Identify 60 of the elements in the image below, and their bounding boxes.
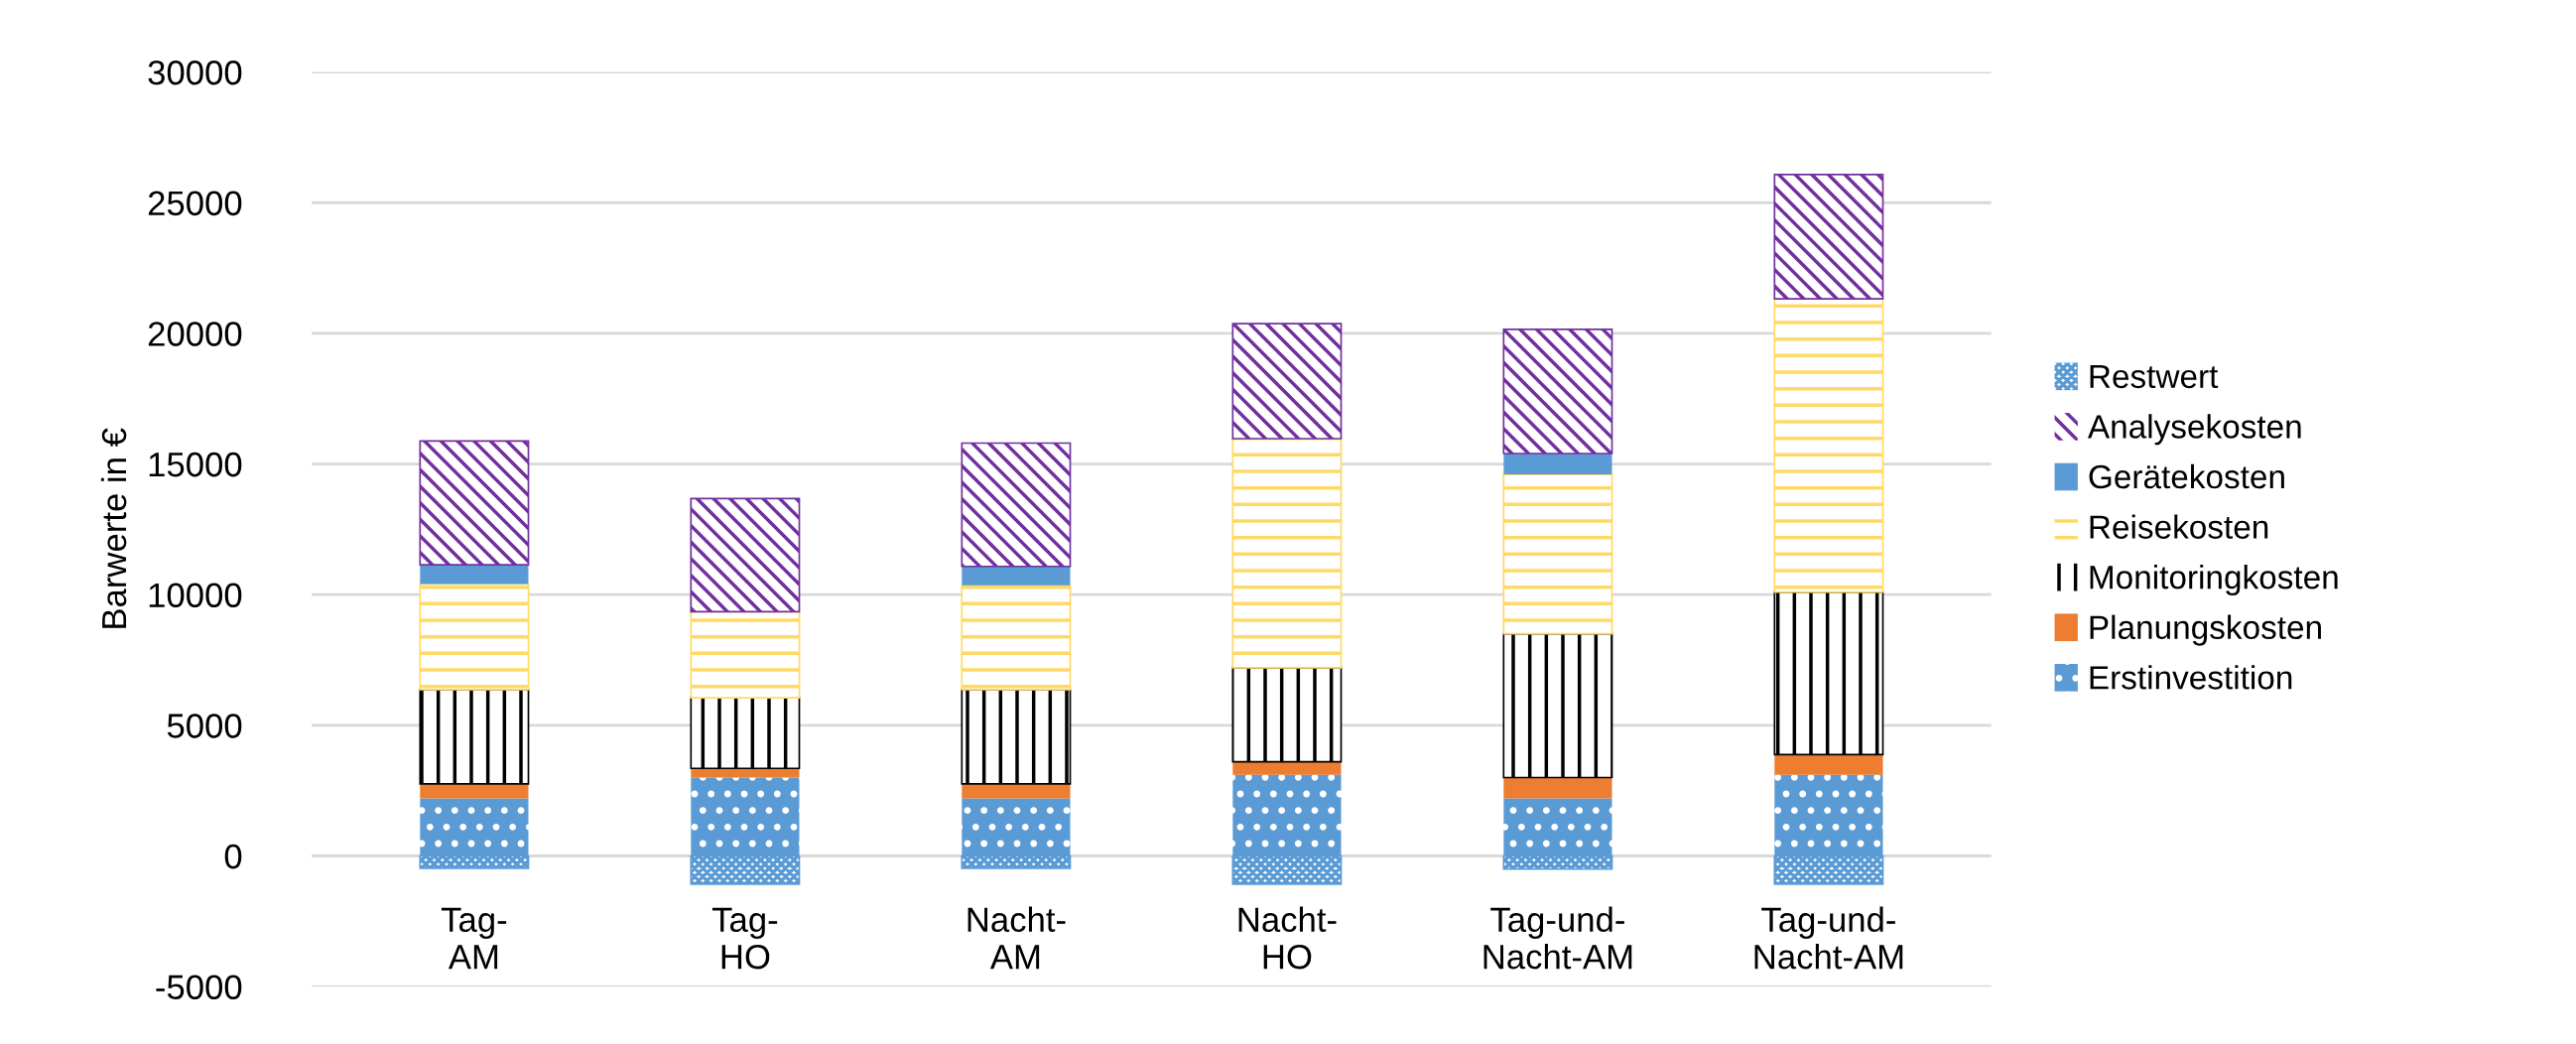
- bar: [1231, 323, 1343, 440]
- x-tick-label: Tag-und- Nacht-AM: [1754, 906, 1903, 970]
- y-tick-label: 25000: [148, 191, 242, 216]
- legend-label: Restwert: [2090, 364, 2219, 389]
- bar: [962, 566, 1071, 586]
- x-tick-label: Nacht- HO: [1238, 906, 1337, 970]
- bar: [1503, 798, 1612, 856]
- bar: [419, 854, 530, 869]
- x-tick-label: Tag-und- Nacht-AM: [1483, 906, 1632, 970]
- bar: [690, 610, 801, 700]
- bar: [690, 854, 801, 885]
- bar: [1231, 667, 1343, 763]
- y-tick-label: 0: [224, 844, 242, 869]
- legend-label: Gerätekosten: [2089, 463, 2284, 489]
- legend-label: Analysekosten: [2087, 414, 2301, 446]
- bar: [1231, 438, 1343, 669]
- y-axis-title: Barwerte in €: [100, 428, 127, 628]
- y-tick-label: 5000: [167, 714, 242, 738]
- bar: [1503, 777, 1612, 799]
- bar: [962, 783, 1071, 799]
- bar: [1232, 774, 1342, 856]
- legend-label: Monitoringkosten: [2090, 565, 2338, 596]
- legend-label: Planungskosten: [2090, 614, 2321, 646]
- bar: [961, 689, 1072, 785]
- bar: [691, 777, 800, 856]
- y-tick-label: 10000: [149, 583, 242, 608]
- bar: [419, 689, 530, 785]
- bar: [1503, 454, 1612, 475]
- bar: [420, 565, 529, 585]
- x-tick-label: Nacht- AM: [967, 906, 1066, 970]
- bar: [690, 697, 801, 770]
- x-tick-label: Tag- HO: [711, 907, 778, 970]
- bar: [1231, 854, 1343, 885]
- bar: [420, 783, 529, 799]
- y-tick-label: 30000: [148, 60, 242, 85]
- bar: [1774, 754, 1883, 775]
- bar: [1502, 328, 1613, 455]
- bar: [1774, 774, 1883, 856]
- bar: [1773, 854, 1884, 885]
- bar: [420, 798, 529, 856]
- bar: [1502, 632, 1613, 779]
- legend-label: Reisekosten: [2090, 514, 2268, 539]
- bar: [1502, 854, 1613, 870]
- bar: [419, 440, 530, 567]
- y-tick-label: 20000: [148, 322, 242, 346]
- bar: [961, 854, 1072, 869]
- bar: [1773, 298, 1884, 593]
- bar: [419, 583, 530, 691]
- bar: [961, 442, 1072, 568]
- bar: [1773, 173, 1884, 300]
- bar: [690, 497, 801, 613]
- bar: [961, 584, 1072, 691]
- bar: [1502, 473, 1613, 635]
- bar: [1232, 761, 1342, 775]
- y-tick-label: -5000: [156, 975, 242, 1000]
- x-tick-label: Tag- AM: [441, 907, 507, 970]
- y-tick-label: 15000: [149, 452, 242, 477]
- bar: [1773, 590, 1884, 756]
- legend-label: Erstinvestition: [2090, 665, 2292, 690]
- bar: [962, 798, 1071, 856]
